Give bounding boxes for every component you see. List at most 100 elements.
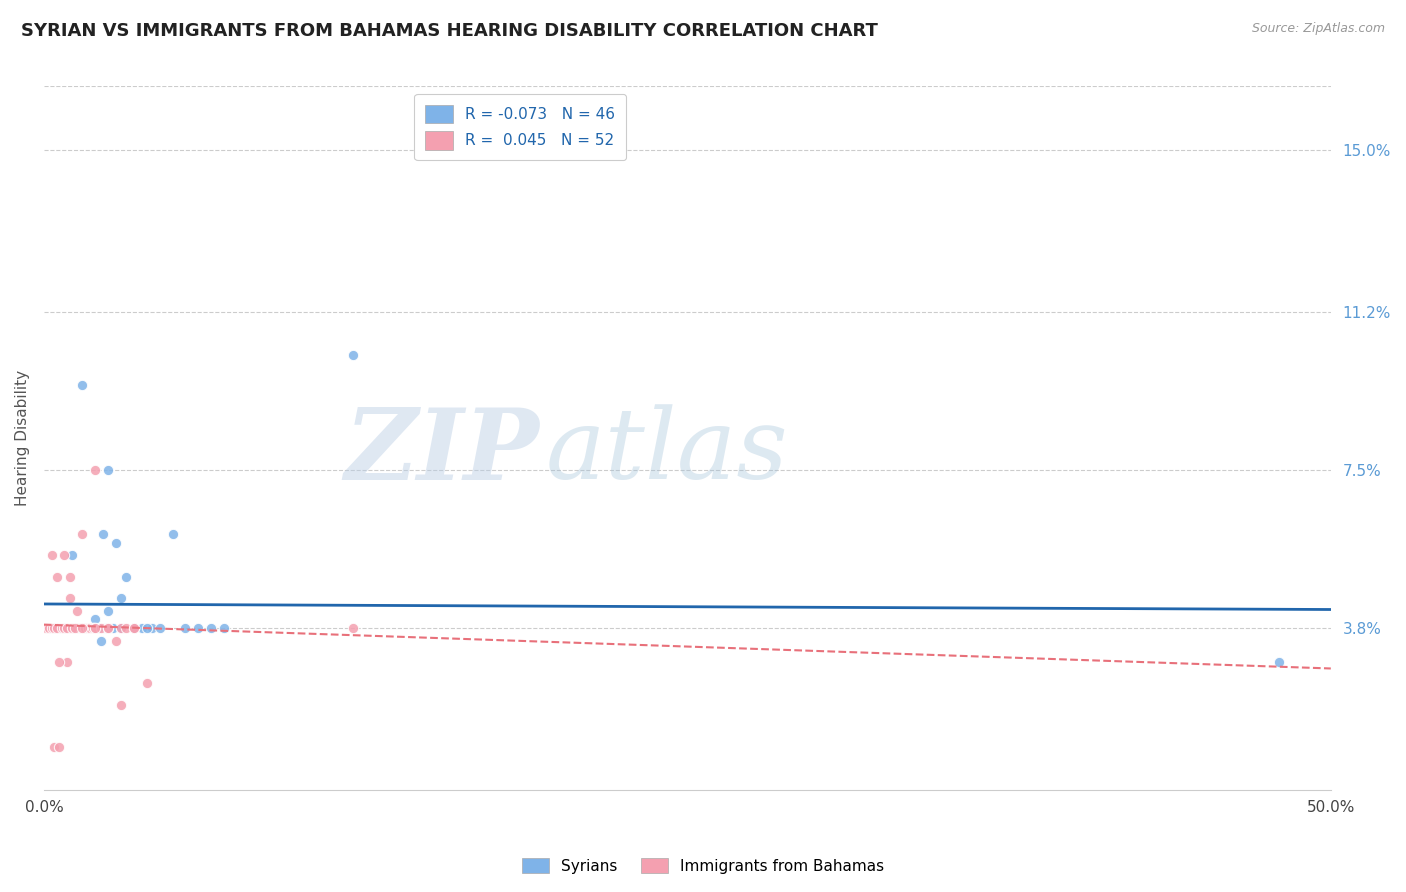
- Point: [44, 621, 66, 635]
- Point: [53, 621, 76, 635]
- Point: [97, 621, 120, 635]
- Point: [41, 621, 63, 635]
- Point: [79, 621, 101, 635]
- Point: [51, 621, 73, 635]
- Point: [82, 621, 104, 635]
- Point: [342, 348, 364, 362]
- Point: [53, 549, 76, 563]
- Point: [44, 740, 66, 755]
- Point: [79, 621, 101, 635]
- Point: [48, 621, 70, 635]
- Point: [45, 569, 67, 583]
- Point: [84, 621, 107, 635]
- Point: [38, 621, 60, 635]
- Point: [84, 621, 107, 635]
- Point: [51, 621, 73, 635]
- Point: [72, 621, 94, 635]
- Point: [63, 621, 86, 635]
- Point: [162, 527, 184, 541]
- Point: [94, 621, 117, 635]
- Point: [44, 621, 66, 635]
- Point: [38, 621, 60, 635]
- Point: [69, 621, 91, 635]
- Point: [41, 549, 63, 563]
- Point: [122, 621, 145, 635]
- Point: [212, 621, 235, 635]
- Point: [200, 621, 222, 635]
- Point: [48, 621, 70, 635]
- Point: [56, 655, 79, 669]
- Point: [89, 633, 111, 648]
- Point: [174, 621, 197, 635]
- Point: [45, 621, 67, 635]
- Point: [63, 621, 86, 635]
- Point: [41, 621, 63, 635]
- Point: [342, 621, 364, 635]
- Legend: R = -0.073   N = 46, R =  0.045   N = 52: R = -0.073 N = 46, R = 0.045 N = 52: [415, 94, 626, 161]
- Point: [97, 621, 120, 635]
- Point: [72, 621, 94, 635]
- Legend: Syrians, Immigrants from Bahamas: Syrians, Immigrants from Bahamas: [516, 852, 890, 880]
- Point: [89, 621, 111, 635]
- Point: [66, 621, 89, 635]
- Point: [72, 621, 94, 635]
- Point: [84, 612, 107, 626]
- Point: [75, 621, 97, 635]
- Point: [59, 591, 82, 605]
- Point: [59, 621, 82, 635]
- Point: [149, 621, 172, 635]
- Text: SYRIAN VS IMMIGRANTS FROM BAHAMAS HEARING DISABILITY CORRELATION CHART: SYRIAN VS IMMIGRANTS FROM BAHAMAS HEARIN…: [21, 22, 877, 40]
- Point: [53, 621, 76, 635]
- Point: [141, 621, 163, 635]
- Point: [187, 621, 209, 635]
- Point: [135, 621, 157, 635]
- Point: [72, 377, 94, 392]
- Point: [63, 621, 86, 635]
- Y-axis label: Hearing Disability: Hearing Disability: [15, 370, 30, 506]
- Point: [53, 621, 76, 635]
- Point: [59, 621, 82, 635]
- Point: [53, 621, 76, 635]
- Point: [131, 621, 153, 635]
- Point: [115, 569, 138, 583]
- Point: [60, 549, 83, 563]
- Point: [82, 621, 104, 635]
- Point: [76, 621, 98, 635]
- Point: [122, 621, 145, 635]
- Point: [45, 621, 67, 635]
- Point: [110, 621, 132, 635]
- Point: [56, 621, 79, 635]
- Point: [79, 621, 101, 635]
- Point: [110, 591, 132, 605]
- Point: [45, 621, 67, 635]
- Point: [122, 621, 145, 635]
- Point: [60, 621, 83, 635]
- Point: [41, 621, 63, 635]
- Point: [48, 655, 70, 669]
- Point: [103, 621, 125, 635]
- Point: [35, 621, 58, 635]
- Text: atlas: atlas: [546, 404, 789, 500]
- Point: [84, 463, 107, 477]
- Point: [59, 569, 82, 583]
- Point: [135, 676, 157, 690]
- Point: [51, 621, 73, 635]
- Point: [56, 621, 79, 635]
- Point: [97, 604, 120, 618]
- Point: [72, 621, 94, 635]
- Point: [60, 621, 83, 635]
- Point: [48, 740, 70, 755]
- Point: [87, 621, 110, 635]
- Point: [110, 621, 132, 635]
- Text: Source: ZipAtlas.com: Source: ZipAtlas.com: [1251, 22, 1385, 36]
- Point: [122, 621, 145, 635]
- Text: ZIP: ZIP: [344, 404, 540, 500]
- Point: [59, 621, 82, 635]
- Point: [115, 621, 138, 635]
- Point: [1268, 655, 1291, 669]
- Point: [66, 604, 89, 618]
- Point: [110, 698, 132, 712]
- Point: [72, 527, 94, 541]
- Point: [91, 527, 114, 541]
- Point: [44, 621, 66, 635]
